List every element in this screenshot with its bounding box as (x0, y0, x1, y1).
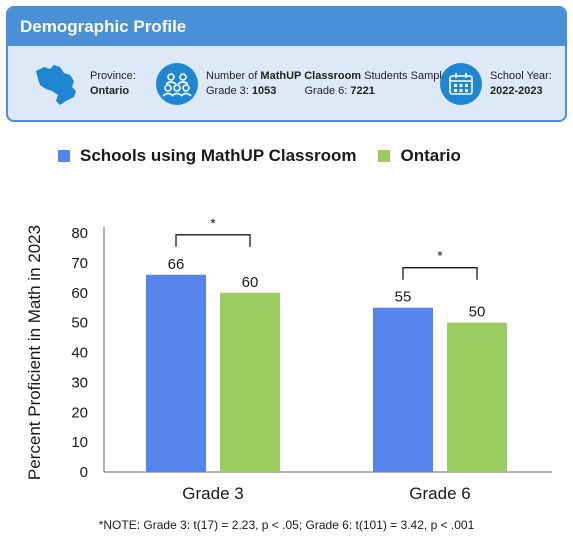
legend-swatch-ontario (378, 150, 391, 162)
school-year-value: 2022-2023 (490, 85, 543, 97)
y-tick-label-0: 0 (80, 464, 88, 481)
y-axis-title: Percent Proficient in Math in 2023 (25, 225, 44, 480)
y-tick-label-80: 80 (71, 225, 88, 242)
demographic-profile-panel: Demographic Profile Province: Ontario (6, 6, 567, 122)
y-tick-label-20: 20 (71, 404, 88, 421)
bar-value-label-grade-6-series-1: 50 (469, 304, 486, 321)
program-name: MathUP Classroom (260, 70, 362, 82)
province-text: Province: Ontario (90, 69, 136, 99)
province-stat: Province: Ontario (30, 46, 136, 120)
ontario-map-icon (36, 65, 76, 105)
profile-body: Province: Ontario Number of MathUP Class… (8, 46, 565, 120)
school-year-text: School Year: 2022-2023 (490, 69, 552, 99)
students-stat: Number of MathUP Classroom Students Samp… (156, 46, 454, 120)
profile-title: Demographic Profile (8, 8, 565, 46)
bar-grade-3-series-1 (220, 292, 280, 472)
x-category-label-grade-6: Grade 6 (409, 484, 470, 503)
calendar-icon (440, 63, 482, 105)
y-tick-label-40: 40 (71, 345, 88, 362)
bar-grade-3-series-0 (146, 274, 206, 472)
bar-value-label-grade-6-series-0: 55 (395, 289, 412, 306)
students-text: Number of MathUP Classroom Students Samp… (206, 69, 454, 99)
bar-value-label-grade-3-series-0: 66 (168, 256, 185, 273)
y-tick-label-30: 30 (71, 374, 88, 391)
school-year-stat: School Year: 2022-2023 (440, 46, 552, 120)
students-group-icon (156, 63, 198, 105)
y-tick-label-70: 70 (71, 255, 88, 272)
significance-marker-grade-3: * (210, 215, 216, 231)
grade3-sample-label: Grade 3: (206, 85, 249, 97)
x-category-label-grade-3: Grade 3 (182, 484, 243, 503)
bar-grade-6-series-1 (447, 322, 507, 472)
y-tick-label-10: 10 (71, 434, 88, 451)
province-label: Province: (90, 70, 136, 82)
footnote: *NOTE: Grade 3: t(17) = 2.23, p < .05; G… (98, 518, 475, 532)
grade6-sample-value: 7221 (350, 85, 375, 97)
y-tick-label-50: 50 (71, 315, 88, 332)
chart-legend: Schools using MathUP Classroom Ontario (58, 146, 483, 166)
significance-bracket-grade-3 (175, 234, 251, 247)
legend-label-mathup: Schools using MathUP Classroom (80, 146, 357, 165)
y-tick-label-60: 60 (71, 285, 88, 302)
bar-value-label-grade-3-series-1: 60 (242, 274, 259, 291)
students-label: Number of MathUP Classroom Students Samp… (206, 70, 455, 82)
legend-item-ontario: Ontario (378, 146, 461, 166)
significance-marker-grade-6: * (437, 248, 443, 264)
bar-grade-6-series-0 (373, 307, 433, 472)
significance-bracket-grade-6 (402, 267, 478, 280)
bar-chart: Percent Proficient in Math in 2023 0 10 20 3… (25, 215, 552, 503)
grade3-sample-value: 1053 (251, 85, 277, 97)
legend-swatch-mathup (58, 150, 70, 162)
province-value: Ontario (90, 85, 130, 97)
legend-label-ontario: Ontario (400, 146, 461, 165)
grade6-sample-label: Grade 6: (304, 85, 348, 97)
legend-item-mathup: Schools using MathUP Classroom (58, 146, 356, 166)
school-year-label: School Year: (490, 70, 552, 82)
